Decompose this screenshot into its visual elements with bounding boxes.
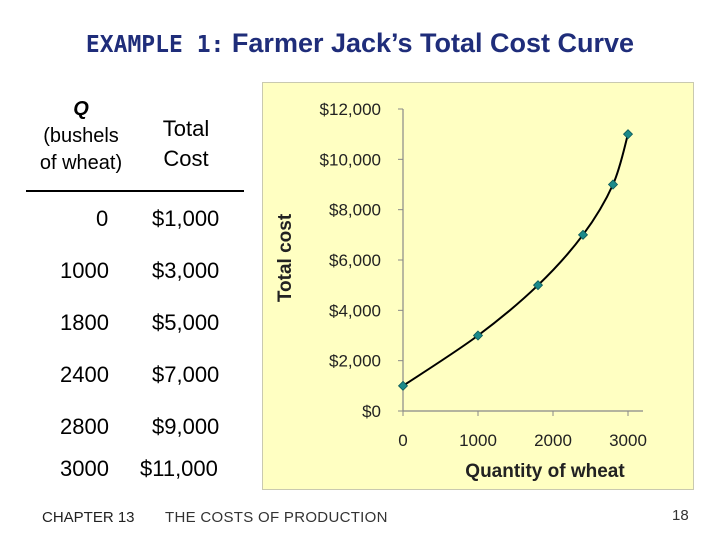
- x-axis-label: Quantity of wheat: [465, 461, 625, 482]
- data-point: [607, 179, 619, 190]
- header-divider: [26, 190, 244, 192]
- title-main: Farmer Jack’s Total Cost Curve: [231, 28, 635, 58]
- header-total-cost: Total Cost: [150, 114, 222, 174]
- table-row: 2400 $7,000: [22, 362, 247, 402]
- header-cost-line2: Cost: [163, 146, 209, 171]
- page-number: 18: [672, 507, 689, 524]
- row-quantity: 2400: [60, 362, 109, 387]
- row-cost: $9,000: [152, 414, 220, 439]
- row-cost: $7,000: [152, 362, 220, 387]
- y-tick-label: $6,000: [329, 251, 381, 270]
- x-tick-label: 1000: [459, 431, 497, 450]
- table-row: 0 $1,000: [22, 206, 247, 246]
- series-line: [402, 133, 629, 387]
- row-quantity: 1000: [60, 258, 109, 283]
- y-tick-label: $8,000: [329, 201, 381, 220]
- row-quantity: 1800: [60, 310, 109, 335]
- data-point: [472, 330, 484, 341]
- y-tick-label: $0: [362, 402, 381, 421]
- header-q-symbol: Q: [73, 98, 89, 120]
- y-tick-label: $12,000: [320, 100, 381, 119]
- row-cost: $11,000: [140, 456, 218, 481]
- y-tick-label: $2,000: [329, 352, 381, 371]
- table-row: 2800 $9,000: [22, 414, 247, 454]
- table-row: 1800 $5,000: [22, 310, 247, 350]
- title-lead: EXAMPLE 1:: [85, 32, 225, 58]
- data-point: [622, 129, 634, 140]
- header-q-line2: (bushels: [43, 125, 119, 147]
- row-cost: $5,000: [152, 310, 220, 335]
- chart-panel: [262, 82, 694, 490]
- data-point: [397, 380, 409, 391]
- table-row: 1000 $3,000: [22, 258, 247, 298]
- row-cost: $1,000: [152, 206, 220, 231]
- data-point: [532, 280, 544, 291]
- row-quantity: 3000: [60, 456, 109, 481]
- y-tick-label: $10,000: [320, 150, 381, 169]
- header-quantity: Q (bushels of wheat): [22, 96, 140, 177]
- footer-subject: THE COSTS OF PRODUCTION: [165, 509, 388, 526]
- slide-title: EXAMPLE 1: Farmer Jack’s Total Cost Curv…: [0, 28, 720, 59]
- y-axis-label: Total cost: [275, 213, 296, 302]
- table-header: Q (bushels of wheat) Total Cost: [22, 96, 247, 188]
- header-cost-line1: Total: [162, 116, 210, 141]
- data-point: [577, 229, 589, 240]
- row-quantity: 0: [96, 206, 109, 231]
- table-row: 3000 $11,000: [22, 456, 247, 496]
- footer-chapter: CHAPTER 13: [42, 509, 135, 526]
- x-tick-label: 2000: [534, 431, 572, 450]
- header-q-line3: of wheat): [39, 152, 123, 174]
- row-quantity: 2800: [60, 414, 109, 439]
- x-tick-label: 3000: [609, 431, 647, 450]
- y-tick-label: $4,000: [329, 301, 381, 320]
- x-tick-label: 0: [398, 431, 407, 450]
- row-cost: $3,000: [152, 258, 220, 283]
